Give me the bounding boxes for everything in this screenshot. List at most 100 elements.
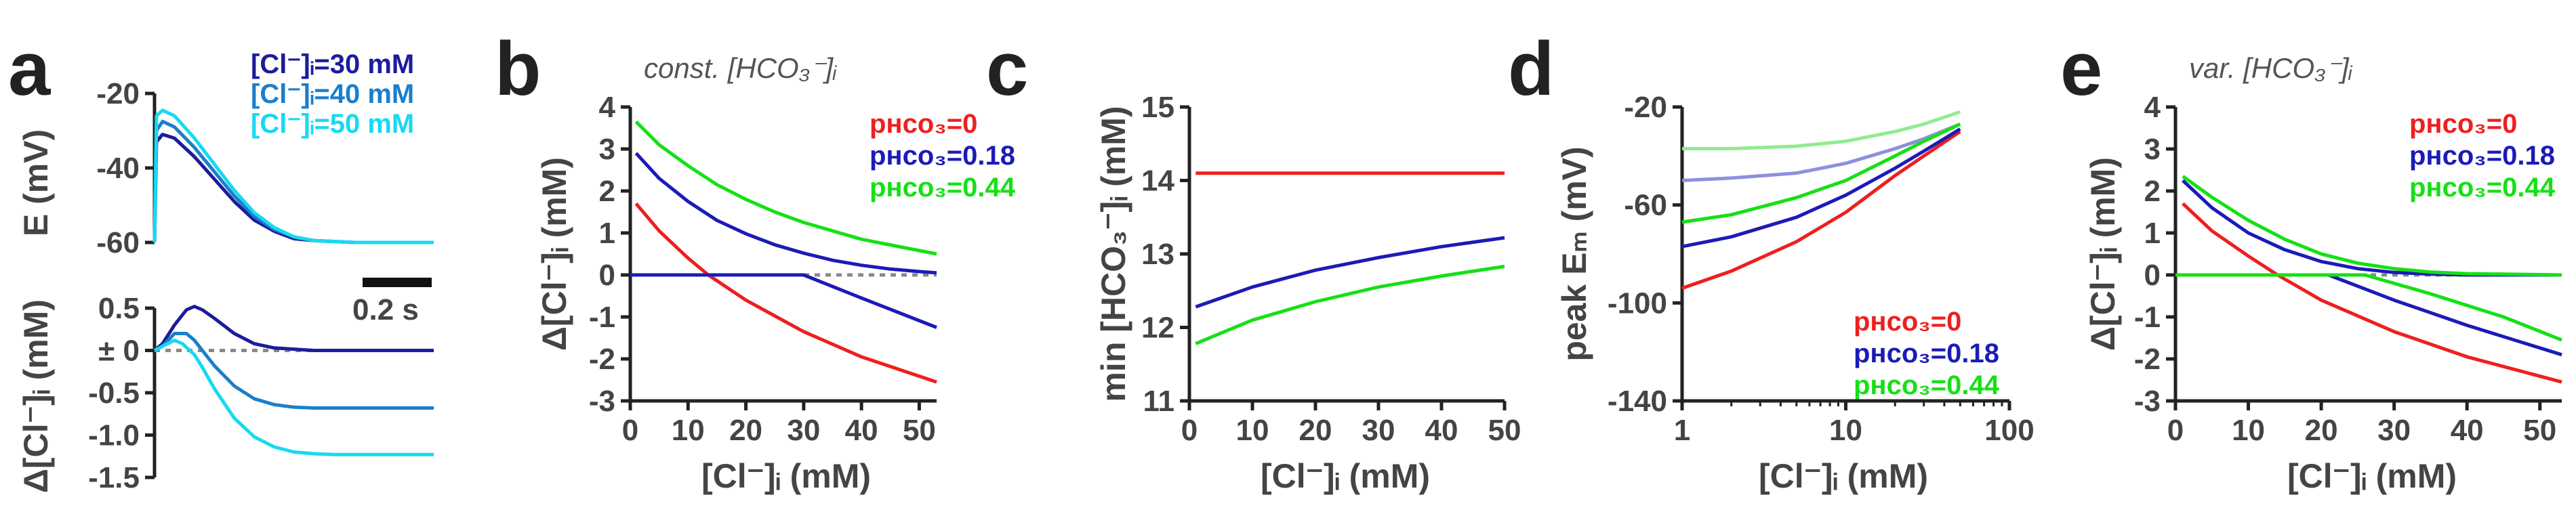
c-xlabel: [Cl⁻]ᵢ (mM) — [1261, 457, 1430, 495]
e-xtick-label: 20 — [2305, 414, 2338, 447]
d-legend-p0: pʜᴄᴏ₃=0 — [1854, 307, 1961, 337]
e-xtick-label: 0 — [2167, 414, 2184, 447]
a-bottom-ylabel: Δ[Cl⁻]ᵢ (mM) — [17, 299, 55, 493]
e-ylabel: Δ[Cl⁻]ᵢ (mM) — [2084, 157, 2122, 351]
a-bottom-ytick-label: -0.5 — [88, 377, 140, 410]
e-ytick-label: -3 — [2134, 385, 2161, 418]
b-legend-p018: pʜᴄᴏ₃=0.18 — [870, 141, 1015, 171]
b-xtick-label: 30 — [787, 414, 820, 447]
e-series-0 — [2182, 202, 2562, 384]
e-ytick-label: -2 — [2134, 343, 2161, 376]
a-legend-cl40: [Cl⁻]ᵢ=40 mM — [251, 79, 414, 109]
panel-letter-a: a — [8, 26, 51, 111]
a-bottom-series-0 — [153, 305, 434, 352]
c-xtick-label: 50 — [1488, 414, 1521, 447]
b-series-2 — [630, 273, 937, 329]
b-ytick-label: 2 — [599, 175, 615, 208]
b-xtick-label: 40 — [845, 414, 878, 447]
c-ytick-label: 13 — [1141, 238, 1174, 271]
a-top-ytick-label: -60 — [96, 226, 140, 259]
e-xtick-label: 10 — [2232, 414, 2265, 447]
e-ytick-label: -1 — [2134, 301, 2161, 334]
d-legend-p044: pʜᴄᴏ₃=0.44 — [1854, 370, 2000, 400]
c-ytick-label: 11 — [1143, 385, 1174, 418]
c-series-2 — [1195, 264, 1505, 345]
panel-letter-d: d — [1508, 26, 1554, 111]
e-series-2 — [2175, 273, 2562, 357]
a-legend-cl30: [Cl⁻]ᵢ=30 mM — [251, 49, 414, 79]
e-legend-p0: pʜᴄᴏ₃=0 — [2409, 109, 2517, 139]
b-xtick-label: 20 — [729, 414, 762, 447]
e-ytick-label: 1 — [2144, 217, 2161, 250]
d-series-2 — [1681, 123, 1961, 224]
d-xlabel: [Cl⁻]ᵢ (mM) — [1759, 457, 1928, 495]
b-xtick-label: 50 — [903, 414, 936, 447]
d-ytick-label: -100 — [1608, 286, 1667, 320]
d-series-3 — [1681, 122, 1961, 182]
b-ytick-label: 3 — [599, 133, 615, 166]
panel-b-title: const. [HCO₃⁻]ᵢ — [644, 52, 837, 84]
a-bottom-series-1 — [153, 332, 434, 410]
c-xtick-label: 0 — [1181, 414, 1198, 447]
b-series-1 — [634, 152, 937, 275]
c-xtick-label: 30 — [1362, 414, 1395, 447]
a-top-ytick-label: -20 — [96, 77, 140, 110]
e-xlabel: [Cl⁻]ᵢ (mM) — [2287, 457, 2457, 495]
b-xlabel: [Cl⁻]ᵢ (mM) — [701, 457, 871, 495]
d-series-4 — [1682, 110, 1961, 150]
d-xtick-label: 10 — [1829, 414, 1862, 447]
b-ytick-label: -3 — [589, 385, 615, 418]
e-series-3 — [2182, 175, 2562, 277]
panel-letter-b: b — [495, 26, 541, 111]
c-ytick-label: 14 — [1141, 165, 1174, 198]
c-xtick-label: 40 — [1425, 414, 1458, 447]
e-xtick-label: 40 — [2451, 414, 2484, 447]
a-bottom-ytick-label: 0.5 — [98, 292, 140, 325]
d-series-0 — [1681, 130, 1961, 290]
e-xtick-label: 30 — [2377, 414, 2411, 447]
d-series-1 — [1681, 127, 1961, 249]
a-bottom-ytick-label: -1.5 — [88, 461, 140, 494]
a-scalebar-label: 0.2 s — [352, 293, 419, 326]
b-ytick-label: -2 — [589, 343, 615, 376]
b-ytick-label: -1 — [589, 301, 615, 334]
b-xtick-label: 10 — [672, 414, 705, 447]
c-xtick-label: 20 — [1299, 414, 1332, 447]
e-ytick-label: 2 — [2144, 175, 2161, 208]
b-legend-p0: pʜᴄᴏ₃=0 — [870, 109, 977, 139]
b-ylabel: Δ[Cl⁻]ᵢ (mM) — [535, 157, 573, 351]
d-ytick-label: -20 — [1624, 91, 1667, 124]
c-ylabel: min [HCO₃⁻]ᵢ (mM) — [1095, 106, 1132, 402]
e-ytick-label: 4 — [2144, 91, 2161, 124]
panel-letter-e: e — [2060, 26, 2102, 111]
a-scalebar — [363, 278, 432, 287]
b-xtick-label: 0 — [622, 414, 638, 447]
b-ytick-label: 1 — [599, 217, 615, 250]
panel-letter-c: c — [986, 26, 1028, 111]
e-ytick-label: 0 — [2144, 259, 2161, 292]
e-ytick-label: 3 — [2144, 133, 2161, 166]
e-legend-p018: pʜᴄᴏ₃=0.18 — [2409, 141, 2555, 171]
d-legend-p018: pʜᴄᴏ₃=0.18 — [1854, 339, 1999, 368]
panel-e-title: var. [HCO₃⁻]ᵢ — [2189, 52, 2353, 84]
e-legend-p044: pʜᴄᴏ₃=0.44 — [2409, 173, 2556, 202]
b-legend-p044: pʜᴄᴏ₃=0.44 — [870, 173, 1016, 202]
e-xtick-label: 50 — [2523, 414, 2556, 447]
c-ytick-label: 12 — [1141, 312, 1174, 345]
a-top-ylabel: E (mV) — [17, 129, 55, 236]
a-bottom-ytick-label: -1.0 — [88, 419, 140, 452]
a-top-series-2 — [152, 108, 434, 244]
b-series-0 — [634, 202, 937, 384]
a-top-ytick-label: -40 — [96, 152, 140, 185]
d-ylabel: peak Eₘ (mV) — [1555, 146, 1593, 361]
b-series-3 — [634, 120, 937, 256]
c-ytick-label: 15 — [1141, 91, 1174, 124]
a-bottom-ytick-label: ± 0 — [98, 335, 140, 368]
d-xtick-label: 100 — [1984, 414, 2034, 447]
d-ytick-label: -140 — [1608, 385, 1667, 418]
c-series-1 — [1195, 236, 1505, 309]
e-series-4 — [2175, 273, 2562, 342]
a-legend-cl50: [Cl⁻]ᵢ=50 mM — [251, 109, 414, 139]
